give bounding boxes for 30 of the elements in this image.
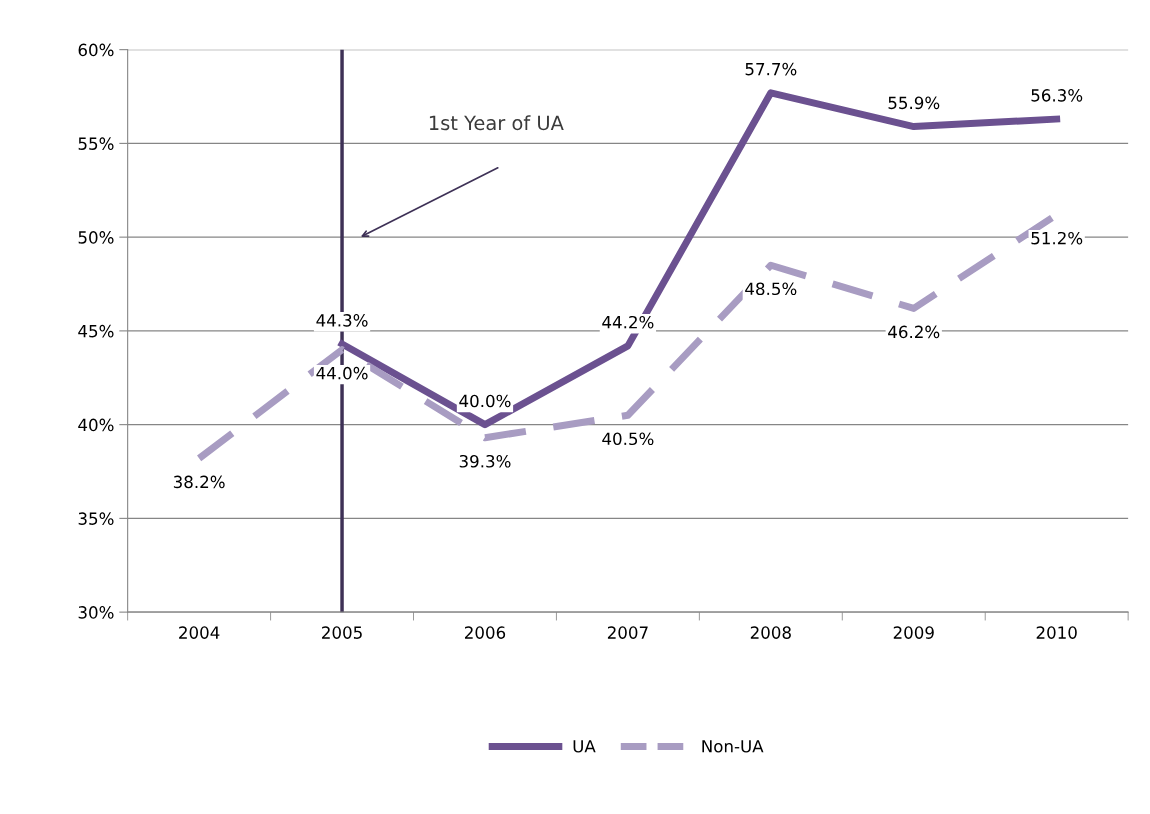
data-label: 56.3% bbox=[1031, 89, 1083, 102]
y-tick-label: 60% bbox=[78, 43, 114, 57]
x-tick-label: 2007 bbox=[607, 626, 648, 639]
legend-label: Non-UA bbox=[702, 740, 764, 753]
x-tick-label: 2008 bbox=[750, 626, 791, 639]
data-label: 40.0% bbox=[459, 394, 511, 408]
data-label: 46.2% bbox=[888, 325, 940, 339]
data-label: 48.5% bbox=[745, 282, 797, 296]
y-tick-label: 30% bbox=[78, 606, 114, 619]
x-tick-label: 2006 bbox=[464, 626, 506, 639]
y-tick-label: 55% bbox=[78, 137, 114, 150]
y-tick-label: 35% bbox=[78, 512, 114, 525]
data-label: 55.9% bbox=[888, 96, 940, 110]
legend-label: UA bbox=[573, 740, 596, 753]
data-label: 40.5% bbox=[602, 432, 654, 446]
data-label: 51.2% bbox=[1031, 231, 1083, 245]
y-tick-label: 45% bbox=[78, 324, 114, 338]
y-tick-label: 50% bbox=[78, 231, 114, 244]
x-tick-label: 2010 bbox=[1036, 626, 1077, 639]
x-tick-label: 2004 bbox=[179, 626, 220, 639]
annotation: 1st Year of UA bbox=[429, 115, 564, 131]
data-label: 44.2% bbox=[602, 315, 654, 329]
data-label: 57.7% bbox=[745, 62, 797, 76]
data-label: 38.2% bbox=[173, 475, 225, 489]
x-tick-label: 2009 bbox=[893, 626, 934, 639]
data-label: 44.3% bbox=[316, 314, 368, 327]
x-tick-label: 2005 bbox=[322, 626, 362, 639]
y-tick-label: 40% bbox=[78, 418, 114, 432]
data-label: 39.3% bbox=[459, 454, 511, 468]
data-label: 44.0% bbox=[316, 366, 368, 380]
